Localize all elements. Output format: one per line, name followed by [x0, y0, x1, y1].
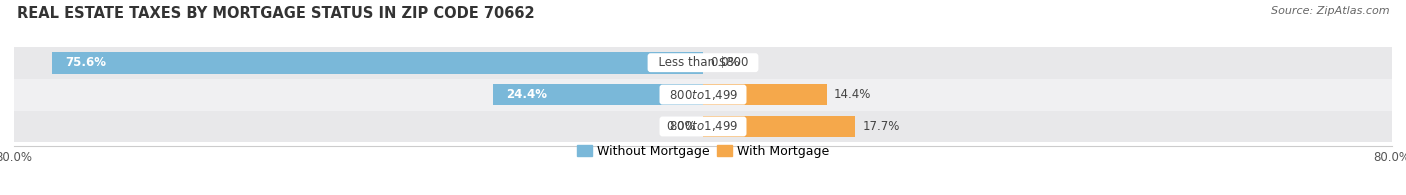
Bar — [494, 84, 703, 105]
Text: 24.4%: 24.4% — [506, 88, 547, 101]
Legend: Without Mortgage, With Mortgage: Without Mortgage, With Mortgage — [572, 140, 834, 163]
Text: $800 to $1,499: $800 to $1,499 — [662, 88, 744, 102]
Bar — [703, 116, 855, 137]
Text: $800 to $1,499: $800 to $1,499 — [662, 120, 744, 133]
Text: Source: ZipAtlas.com: Source: ZipAtlas.com — [1271, 6, 1389, 16]
Bar — [14, 111, 1392, 142]
Text: 0.0%: 0.0% — [710, 56, 740, 69]
Text: REAL ESTATE TAXES BY MORTGAGE STATUS IN ZIP CODE 70662: REAL ESTATE TAXES BY MORTGAGE STATUS IN … — [17, 6, 534, 21]
Text: 0.0%: 0.0% — [666, 120, 696, 133]
Bar — [52, 52, 703, 74]
Text: Less than $800: Less than $800 — [651, 56, 755, 69]
Bar — [14, 47, 1392, 79]
Bar — [703, 84, 827, 105]
Text: 75.6%: 75.6% — [65, 56, 105, 69]
Text: 14.4%: 14.4% — [834, 88, 872, 101]
Bar — [14, 79, 1392, 111]
Text: 17.7%: 17.7% — [862, 120, 900, 133]
